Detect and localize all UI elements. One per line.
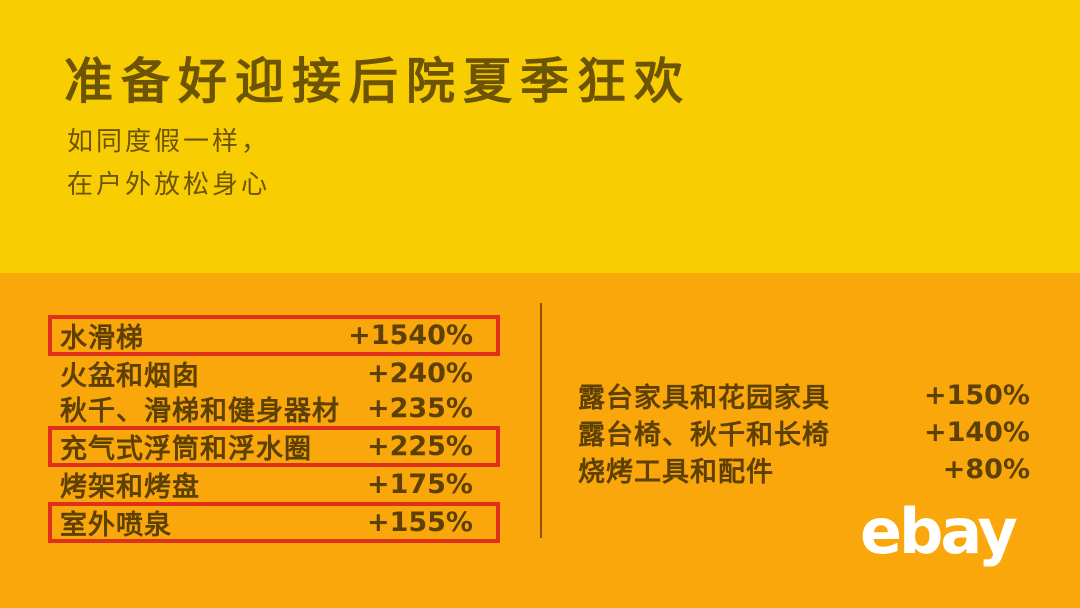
- stat-label: 室外喷泉: [60, 510, 172, 541]
- stat-value: +240%: [366, 358, 473, 389]
- subtitle-line-1: 如同度假一样，: [67, 127, 271, 157]
- stats-section: 水滑梯 +1540% 火盆和烟囱 +240% 秋千、滑梯和健身器材 +235% …: [0, 273, 1080, 608]
- page-title: 准备好迎接后院夏季狂欢: [64, 53, 692, 110]
- column-divider: [540, 303, 542, 538]
- stat-value: +225%: [366, 431, 473, 462]
- stat-row: 火盆和烟囱 +240%: [48, 356, 500, 392]
- subtitle: 如同度假一样， 在户外放松身心: [67, 121, 270, 207]
- subtitle-line-2: 在户外放松身心: [67, 170, 271, 200]
- stat-row: 秋千、滑梯和健身器材 +235%: [48, 391, 500, 427]
- stat-label: 充气式浮筒和浮水圈: [60, 434, 312, 465]
- stat-label: 火盆和烟囱: [60, 361, 200, 392]
- stat-row: 充气式浮筒和浮水圈 +225%: [48, 426, 500, 467]
- stat-row: 水滑梯 +1540%: [48, 315, 500, 356]
- stat-value: +150%: [923, 380, 1030, 411]
- stat-value: +1540%: [348, 320, 473, 351]
- header-section: 准备好迎接后院夏季狂欢 如同度假一样， 在户外放松身心: [0, 0, 1080, 273]
- stats-left-column: 水滑梯 +1540% 火盆和烟囱 +240% 秋千、滑梯和健身器材 +235% …: [48, 315, 500, 543]
- stat-value: +155%: [366, 507, 473, 538]
- stat-value: +235%: [366, 393, 473, 424]
- stat-row: 露台家具和花园家具 +150%: [578, 377, 1030, 414]
- stats-right-column: 露台家具和花园家具 +150% 露台椅、秋千和长椅 +140% 烧烤工具和配件 …: [578, 377, 1030, 488]
- stat-label: 露台家具和花园家具: [578, 383, 830, 414]
- stat-label: 水滑梯: [60, 323, 144, 354]
- stat-label: 露台椅、秋千和长椅: [578, 420, 830, 451]
- stat-label: 烤架和烤盘: [60, 472, 200, 503]
- stat-row: 室外喷泉 +155%: [48, 502, 500, 543]
- ebay-logo: ebay: [860, 495, 1018, 568]
- stat-row: 露台椅、秋千和长椅 +140%: [578, 414, 1030, 451]
- stat-row: 烧烤工具和配件 +80%: [578, 451, 1030, 488]
- stat-label: 秋千、滑梯和健身器材: [60, 396, 340, 427]
- stat-value: +80%: [942, 454, 1030, 485]
- stat-row: 烤架和烤盘 +175%: [48, 467, 500, 503]
- stat-value: +175%: [366, 469, 473, 500]
- stat-value: +140%: [923, 417, 1030, 448]
- stat-label: 烧烤工具和配件: [578, 457, 774, 488]
